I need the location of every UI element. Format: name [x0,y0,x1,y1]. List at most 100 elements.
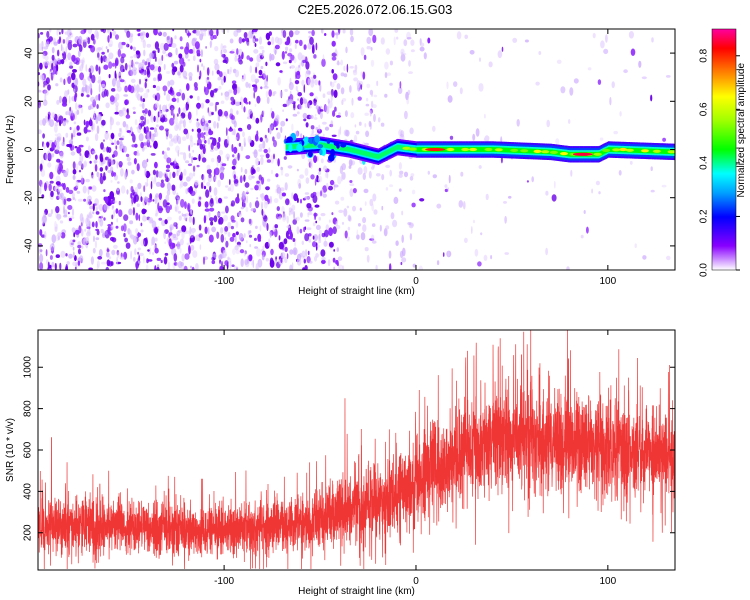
spectrogram-noise-cell [318,229,322,235]
spectrogram-noise-cell [385,187,389,191]
spectrogram-noise-cell [67,29,72,35]
spectrogram-noise-cell [84,150,90,159]
spectrogram-noise-cell [125,114,131,119]
spectrogram-noise-cell [176,199,180,205]
spectrogram-noise-cell [213,146,219,151]
spectrogram-noise-cell [240,206,245,210]
spectrogram-noise-cell [220,78,224,86]
spectrogram-noise-cell [406,97,410,105]
spectrogram-noise-cell [200,132,205,139]
spectrogram-noise-cell [243,251,246,257]
spectrogram-noise-cell [130,33,134,38]
spectrogram-noise-cell [238,54,241,59]
spectrogram-noise-cell [118,109,124,117]
spectrogram-noise-cell [116,86,122,92]
spectrogram-noise-cell [116,161,119,169]
spectrogram-noise-cell [176,113,179,117]
spectrogram-noise-cell [184,201,187,210]
spectrogram-noise-cell [120,127,122,133]
spectrogram-noise-cell [65,186,70,193]
spectrogram-noise-cell [153,115,156,122]
spectrogram-noise-cell [303,226,306,233]
spectrogram-noise-cell [90,45,96,53]
spectrogram-noise-cell [184,46,190,55]
spectrogram-noise-cell [93,159,98,164]
spectrogram-noise-cell [305,61,310,70]
spectrogram-noise-cell [59,31,61,35]
spectrogram-noise-cell [384,93,388,98]
spectrogram-noise-cell [273,91,277,95]
spectrogram-noise-cell [197,64,199,73]
spectrogram-noise-cell [67,34,72,39]
spectrogram-noise-cell [88,153,92,159]
spectrogram-noise-cell [194,86,198,91]
spectrogram-noise-cell [254,133,259,142]
spectrogram-noise-cell [57,188,62,193]
spectrogram-carrier-cell [285,144,287,150]
spectrogram-noise-cell [154,65,159,72]
spectrogram-noise-cell [238,233,244,241]
spectrogram-noise-cell [92,203,95,212]
spectrogram-noise-cell [124,80,126,85]
spectrogram-noise-cell [159,42,165,51]
spectrogram-carrier-cell [323,142,325,148]
spectrogram-noise-cell [189,95,193,99]
spectrogram-noise-cell [109,191,115,200]
spectrogram-noise-cell [116,140,120,145]
spectrogram-noise-cell [180,262,185,267]
spectrogram-noise-cell [194,41,200,50]
spectrogram-noise-cell [135,50,140,55]
spectrogram-carrier-cell [665,149,667,154]
spectrogram-noise-cell [153,140,158,149]
spectrogram-noise-cell [123,223,127,232]
spectrogram-carrier-cell [322,142,324,148]
spectrogram-noise-cell [326,91,332,95]
spectrogram-noise-cell [124,62,128,71]
spectrogram-noise-cell [340,72,345,77]
spectrogram-noise-cell [597,79,602,85]
spectrogram-noise-cell [400,53,406,62]
spectrogram-noise-cell [484,113,486,119]
spectrogram-noise-cell [383,228,388,237]
spectrogram-noise-cell [324,126,330,131]
spectrogram-noise-cell [334,106,337,112]
spectrogram-noise-cell [181,253,185,262]
spectrogram-y-tick-label: 40 [24,47,35,59]
spectrogram-noise-cell [117,251,120,258]
spectrogram-noise-cell [239,249,245,254]
spectrogram-noise-cell [237,57,241,63]
spectrogram-noise-cell [210,90,214,98]
spectrogram-noise-cell [249,57,254,62]
spectrogram-noise-cell [135,92,140,98]
spectrogram-noise-cell [313,54,317,59]
spectrogram-noise-cell [39,262,44,270]
spectrogram-noise-cell [230,215,235,222]
spectrogram-noise-cell [56,132,62,141]
spectrogram-carrier-cell [374,153,376,159]
spectrogram-noise-cell [276,184,279,189]
spectrogram-noise-cell [84,228,87,232]
spectrogram-noise-cell [140,229,144,233]
spectrogram-noise-cell [359,207,362,212]
spectrogram-carrier-cell [352,148,354,153]
spectrogram-noise-cell [42,118,46,126]
spectrogram-noise-cell [206,164,211,170]
spectrogram-noise-cell [115,208,119,214]
spectrogram-noise-cell [111,205,115,209]
spectrogram-noise-cell [132,106,136,110]
spectrogram-noise-cell [138,214,141,222]
spectrogram-noise-cell [121,135,125,139]
spectrogram-noise-cell [248,83,251,89]
spectrogram-noise-cell [195,121,200,128]
spectrogram-noise-cell [260,86,263,90]
spectrogram-carrier-cell [384,150,386,156]
colorbar-tick-label: 0.8 [699,48,710,62]
spectrogram-noise-cell [524,39,529,43]
spectrogram-noise-cell [197,200,202,207]
spectrogram-noise-cell [203,132,206,135]
spectrogram-noise-cell [292,247,298,256]
spectrogram-carrier-cell [506,147,508,153]
spectrogram-x-tick-label: 100 [600,276,617,287]
spectrogram-noise-cell [227,187,232,192]
spectrogram-noise-cell [595,180,601,186]
